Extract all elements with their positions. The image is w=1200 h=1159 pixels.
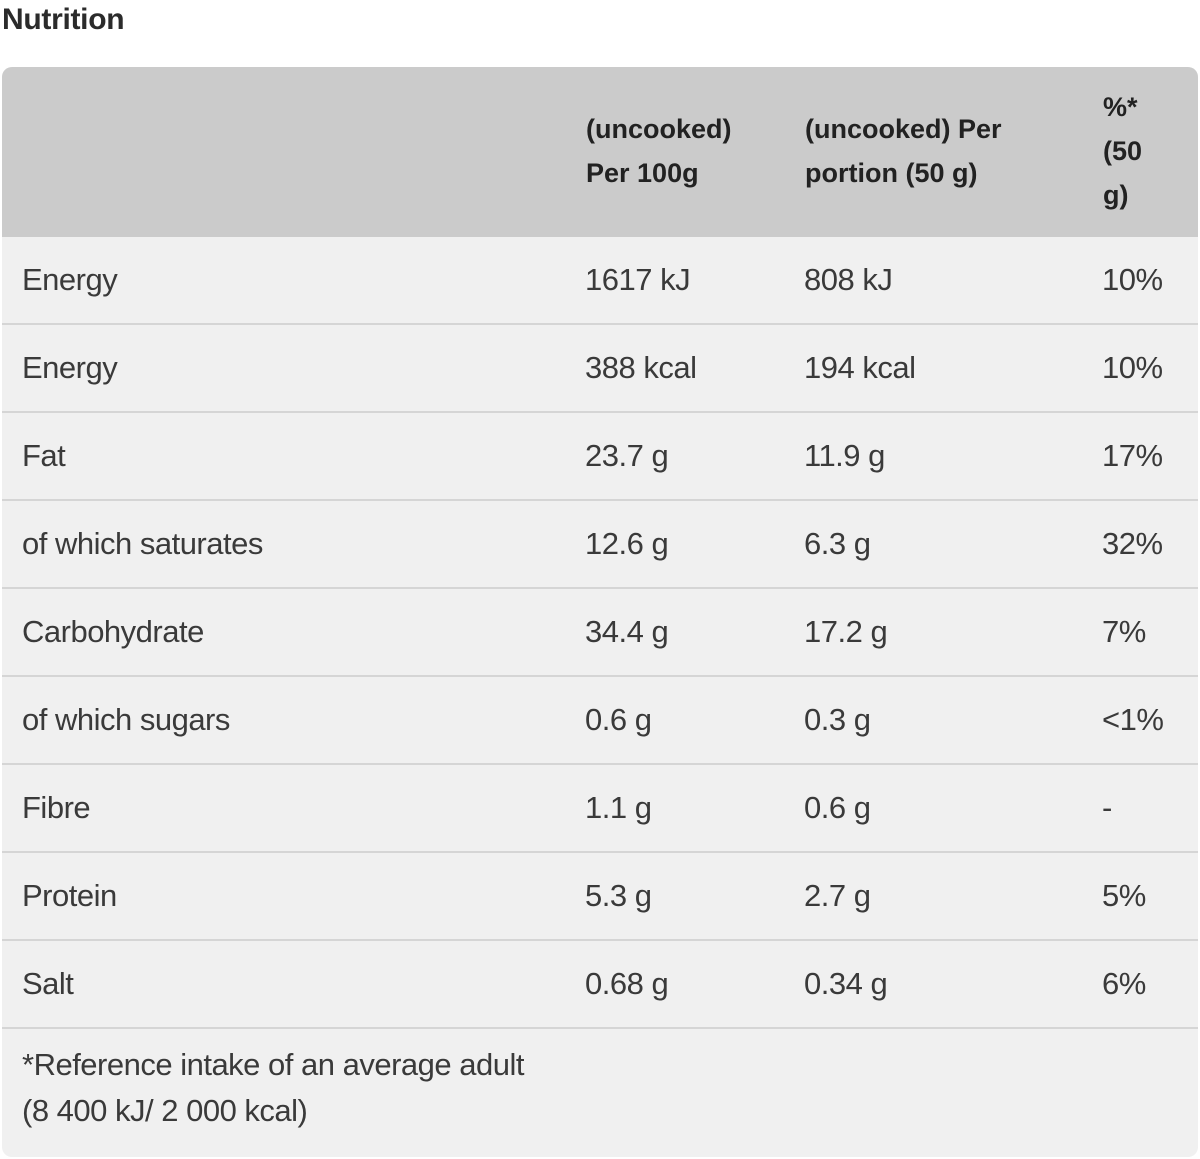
- nutrition-table: (uncooked) Per 100g (uncooked) Per porti…: [2, 67, 1198, 1157]
- value-per-100g: 0.68 g: [585, 966, 669, 1001]
- value-per-100g: 0.6 g: [585, 702, 652, 737]
- footnote-line2: (8 400 kJ/ 2 000 kcal): [22, 1093, 308, 1128]
- table-header: (uncooked) Per 100g (uncooked) Per porti…: [2, 67, 1198, 237]
- value-percent: 32%: [1102, 526, 1163, 561]
- table-row: Salt 0.68 g 0.34 g 6%: [2, 941, 1198, 1029]
- value-per-100g: 23.7 g: [585, 438, 669, 473]
- value-percent: 10%: [1102, 350, 1163, 385]
- value-per-portion: 17.2 g: [804, 614, 888, 649]
- nutrient-name: Fat: [22, 438, 66, 473]
- value-percent: 6%: [1102, 966, 1146, 1001]
- value-percent: -: [1102, 790, 1112, 825]
- header-percent-line1: %*: [1103, 92, 1138, 122]
- nutrient-name: Energy: [22, 350, 118, 385]
- header-per-100g-line1: (uncooked): [586, 114, 732, 144]
- value-per-portion: 194 kcal: [804, 350, 916, 385]
- nutrient-name: Carbohydrate: [22, 614, 204, 649]
- table-row: Carbohydrate 34.4 g 17.2 g 7%: [2, 589, 1198, 677]
- nutrient-name: Protein: [22, 878, 117, 913]
- value-per-100g: 34.4 g: [585, 614, 669, 649]
- value-per-100g: 5.3 g: [585, 878, 652, 913]
- value-percent: 10%: [1102, 262, 1163, 297]
- value-per-100g: 388 kcal: [585, 350, 697, 385]
- footnote-line1: *Reference intake of an average adult: [22, 1047, 524, 1082]
- value-per-portion: 0.34 g: [804, 966, 888, 1001]
- value-per-portion: 11.9 g: [804, 438, 885, 473]
- header-per-portion-line1: (uncooked) Per: [805, 114, 1002, 144]
- value-per-portion: 0.6 g: [804, 790, 871, 825]
- value-per-portion: 0.3 g: [804, 702, 871, 737]
- reference-intake-footnote: *Reference intake of an average adult (8…: [22, 1042, 524, 1134]
- nutrient-name: Energy: [22, 262, 118, 297]
- value-percent: <1%: [1102, 702, 1164, 737]
- page-title: Nutrition: [2, 3, 125, 36]
- value-per-portion: 6.3 g: [804, 526, 871, 561]
- value-percent: 7%: [1102, 614, 1146, 649]
- header-per-portion-line2: portion (50 g): [805, 158, 978, 188]
- table-row: Fat 23.7 g 11.9 g 17%: [2, 413, 1198, 501]
- nutrient-name: Salt: [22, 966, 74, 1001]
- value-percent: 5%: [1102, 878, 1146, 913]
- header-per-100g: (uncooked) Per 100g: [586, 107, 786, 195]
- nutrient-name: of which saturates: [22, 526, 263, 561]
- header-percent-line3: g): [1103, 180, 1129, 210]
- value-per-portion: 2.7 g: [804, 878, 871, 913]
- table-row: of which sugars 0.6 g 0.3 g <1%: [2, 677, 1198, 765]
- value-per-100g: 1617 kJ: [585, 262, 691, 297]
- table-row: Fibre 1.1 g 0.6 g -: [2, 765, 1198, 853]
- nutrient-name: Fibre: [22, 790, 91, 825]
- header-per-portion: (uncooked) Per portion (50 g): [805, 107, 1045, 195]
- header-percent-ri: %* (50 g): [1103, 85, 1183, 217]
- header-per-100g-line2: Per 100g: [586, 158, 699, 188]
- value-percent: 17%: [1102, 438, 1163, 473]
- header-percent-line2: (50: [1103, 136, 1143, 166]
- table-row: of which saturates 12.6 g 6.3 g 32%: [2, 501, 1198, 589]
- value-per-100g: 12.6 g: [585, 526, 669, 561]
- nutrient-name: of which sugars: [22, 702, 230, 737]
- table-row: Protein 5.3 g 2.7 g 5%: [2, 853, 1198, 941]
- value-per-portion: 808 kJ: [804, 262, 893, 297]
- table-row: Energy 1617 kJ 808 kJ 10%: [2, 237, 1198, 325]
- table-row: Energy 388 kcal 194 kcal 10%: [2, 325, 1198, 413]
- value-per-100g: 1.1 g: [585, 790, 652, 825]
